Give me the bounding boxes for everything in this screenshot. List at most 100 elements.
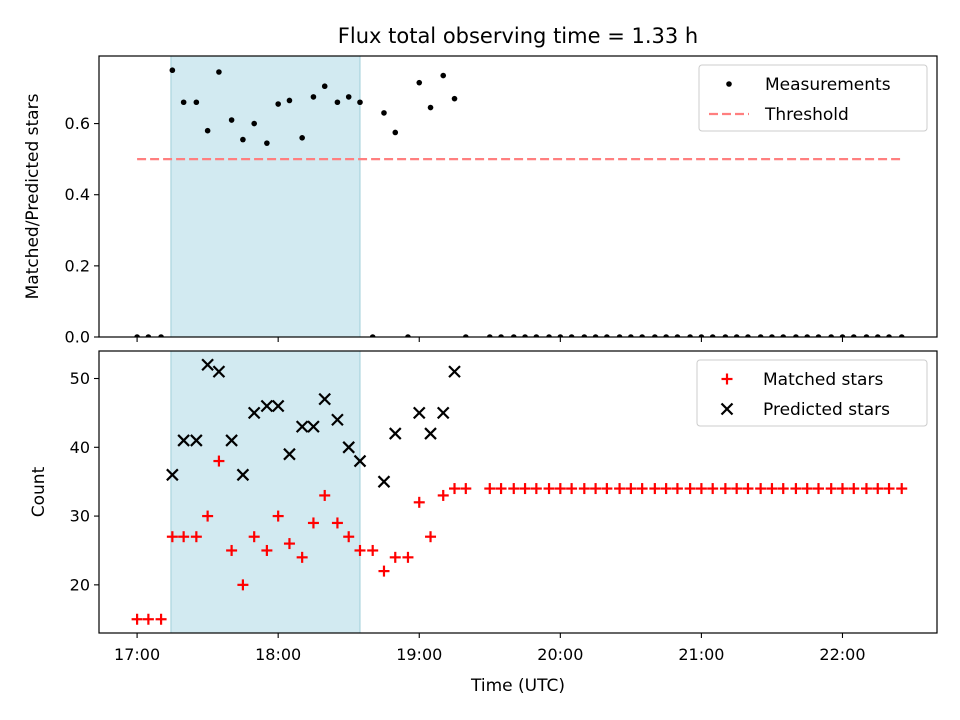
y-tick-label: 40 bbox=[70, 438, 90, 457]
predicted-point-b bbox=[377, 475, 391, 488]
matched-point bbox=[343, 531, 355, 543]
predicted-point bbox=[247, 406, 261, 420]
matched-point bbox=[860, 483, 872, 495]
data-point bbox=[898, 334, 905, 337]
matched-point bbox=[848, 483, 860, 495]
matched-point bbox=[413, 496, 425, 508]
data-point bbox=[169, 67, 176, 74]
matched-point bbox=[872, 483, 884, 495]
matched-point bbox=[367, 544, 379, 556]
x-tick-label: 20:00 bbox=[537, 645, 583, 664]
data-point bbox=[886, 334, 892, 337]
data-point bbox=[745, 334, 751, 337]
data-point bbox=[145, 334, 152, 337]
x-tick-label: 22:00 bbox=[819, 645, 865, 664]
data-point bbox=[674, 334, 681, 337]
matched-point bbox=[625, 483, 637, 495]
predicted-point bbox=[177, 434, 190, 447]
predicted-point-b bbox=[331, 413, 344, 427]
data-point bbox=[216, 69, 222, 75]
legend-box bbox=[696, 359, 928, 427]
matched-point bbox=[261, 544, 273, 556]
legend: Measurements Threshold bbox=[698, 64, 928, 132]
matched-point bbox=[614, 483, 626, 495]
data-point bbox=[815, 334, 822, 337]
matched-point bbox=[755, 483, 767, 495]
predicted-point bbox=[236, 468, 250, 482]
axes-frame bbox=[98, 350, 938, 634]
data-point bbox=[757, 334, 764, 337]
matched-point bbox=[449, 483, 461, 495]
x-tick-label: 21:00 bbox=[678, 645, 724, 664]
data-point bbox=[874, 334, 881, 337]
data-point bbox=[381, 110, 387, 116]
predicted-point-b bbox=[271, 399, 285, 413]
legend-label: Measurements bbox=[765, 75, 891, 95]
matched-point bbox=[649, 483, 661, 495]
series-predicted-stars bbox=[166, 358, 461, 488]
matched-point bbox=[495, 483, 507, 495]
matched-point bbox=[543, 483, 555, 495]
data-point bbox=[592, 334, 599, 337]
data-point bbox=[652, 334, 658, 337]
count-panel: 20 30 40 50 17:00 18:00 19:00 20:00 21:00 22:00 Co… bbox=[29, 350, 938, 664]
predicted-point-b bbox=[190, 434, 203, 447]
predicted-point-b bbox=[388, 427, 402, 440]
predicted-point-b bbox=[177, 434, 190, 447]
y-axis-label: Matched/Predicted stars bbox=[23, 93, 43, 299]
matched-point bbox=[719, 483, 731, 495]
chart-title: Flux total observing time = 1.33 h bbox=[338, 24, 698, 48]
matched-point bbox=[402, 551, 414, 563]
predicted-point bbox=[388, 427, 402, 440]
matched-point bbox=[131, 613, 143, 625]
data-point bbox=[839, 334, 846, 337]
data-point bbox=[604, 334, 610, 337]
predicted-point bbox=[424, 427, 437, 440]
data-point bbox=[134, 334, 140, 337]
matched-point bbox=[671, 483, 683, 495]
predicted-point-b bbox=[424, 427, 437, 440]
predicted-point-b bbox=[236, 468, 250, 482]
data-point bbox=[793, 334, 799, 337]
matched-point bbox=[296, 551, 308, 563]
data-point bbox=[639, 334, 645, 337]
data-point bbox=[828, 334, 834, 337]
matched-point bbox=[883, 483, 895, 495]
matched-point bbox=[248, 531, 260, 543]
matched-point bbox=[508, 483, 520, 495]
data-point bbox=[804, 334, 811, 337]
matched-point bbox=[566, 483, 578, 495]
legend-label: Threshold bbox=[764, 105, 849, 125]
matched-point bbox=[226, 544, 238, 556]
matched-point bbox=[283, 538, 295, 550]
legend-box bbox=[698, 64, 928, 132]
predicted-point bbox=[212, 365, 226, 378]
data-point bbox=[286, 97, 293, 104]
predicted-point-b bbox=[166, 468, 179, 482]
y-axis-label: Count bbox=[29, 466, 49, 517]
matched-point bbox=[825, 483, 837, 495]
matched-point bbox=[272, 510, 284, 522]
matched-point bbox=[378, 565, 390, 577]
predicted-point bbox=[342, 441, 355, 454]
matched-point bbox=[202, 510, 214, 522]
data-point bbox=[158, 334, 164, 337]
predicted-point bbox=[225, 434, 238, 447]
data-point bbox=[405, 334, 411, 337]
predicted-point-b bbox=[225, 434, 238, 447]
data-point bbox=[663, 334, 669, 337]
data-point bbox=[498, 334, 504, 337]
matched-point bbox=[766, 483, 778, 495]
matched-point bbox=[660, 483, 672, 495]
y-tick-label: 0.0 bbox=[65, 328, 90, 347]
legend-plus-swatch bbox=[721, 373, 733, 385]
data-point bbox=[416, 79, 423, 86]
data-layer bbox=[134, 67, 905, 337]
matched-point bbox=[142, 613, 154, 625]
data-point bbox=[581, 334, 588, 337]
data-point bbox=[334, 99, 341, 106]
data-point bbox=[510, 334, 517, 337]
series-matched-stars bbox=[131, 455, 908, 625]
data-point bbox=[616, 334, 623, 337]
data-point bbox=[698, 334, 705, 337]
